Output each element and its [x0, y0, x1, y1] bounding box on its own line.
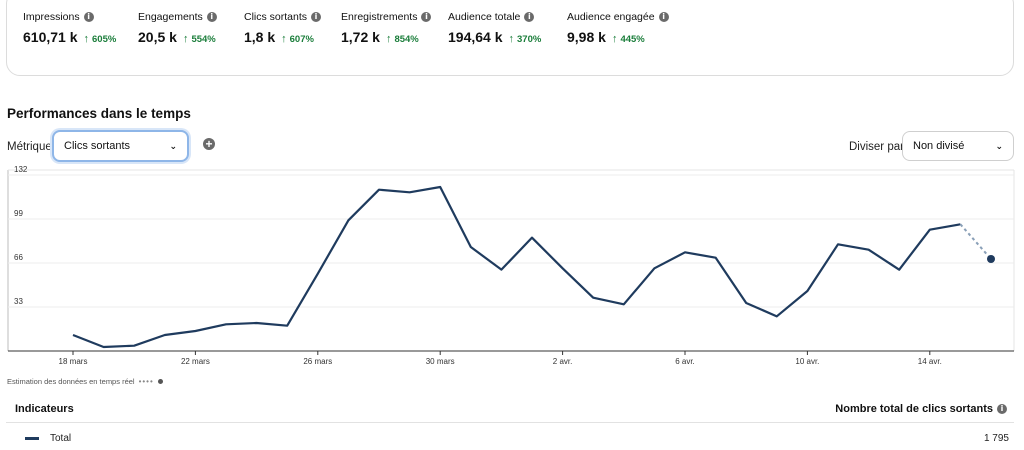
- section-title: Performances dans le temps: [7, 106, 191, 121]
- stat-value: 1,8 k: [244, 29, 276, 45]
- line-chart[interactable]: 33 66 99 132 18 mars 22 mars 26 mars 30 mars 2 a…: [0, 165, 1024, 370]
- stat-value: 20,5 k: [138, 29, 177, 45]
- stat-delta: 605%: [92, 33, 117, 45]
- stat-label: Audience totale: [448, 11, 521, 23]
- info-icon[interactable]: i: [83, 12, 94, 22]
- stat-delta: 854%: [394, 33, 419, 45]
- stat-label: Impressions: [23, 11, 80, 23]
- stat-saves[interactable]: Enregistrements i 1,72 k ↑ 854%: [341, 11, 432, 45]
- stats-card: [6, 0, 1014, 76]
- legend-note-text: Estimation des données en temps réel: [7, 377, 135, 386]
- stat-delta: 554%: [191, 33, 216, 45]
- table-divider: [6, 422, 1014, 423]
- split-select-value: Non divisé: [913, 140, 965, 152]
- y-tick-label: 66: [14, 253, 23, 262]
- y-tick-label: 99: [14, 209, 23, 218]
- estimate-dot-icon: [157, 379, 163, 384]
- stat-delta: 607%: [289, 33, 314, 45]
- x-tick-label: 6 avr.: [675, 357, 695, 366]
- info-icon[interactable]: i: [658, 12, 669, 22]
- metric-select[interactable]: Clics sortants ⌄: [52, 130, 189, 162]
- series-line-total: [72, 185, 961, 349]
- stat-value: 194,64 k: [448, 29, 503, 45]
- x-tick-label: 30 mars: [426, 357, 455, 366]
- info-icon[interactable]: i: [206, 12, 217, 22]
- arrow-up-icon: ↑: [508, 33, 515, 45]
- x-tick-label: 22 mars: [181, 357, 210, 366]
- arrow-up-icon: ↑: [611, 33, 618, 45]
- arrow-up-icon: ↑: [281, 33, 287, 45]
- legend-note: Estimation des données en temps réel •••…: [7, 377, 163, 386]
- arrow-up-icon: ↑: [385, 33, 392, 45]
- stat-engagements[interactable]: Engagements i 20,5 k ↑ 554%: [138, 11, 217, 45]
- table-row-label: Total: [50, 433, 72, 444]
- stat-delta: 370%: [517, 33, 542, 45]
- y-tick-label: 33: [14, 297, 23, 306]
- split-label: Diviser par: [849, 141, 904, 153]
- estimate-point: [987, 255, 995, 263]
- x-tick-label: 18 mars: [59, 357, 88, 366]
- table-header-total-label: Nombre total de clics sortants: [835, 403, 993, 415]
- arrow-up-icon: ↑: [182, 33, 189, 45]
- stat-value: 1,72 k: [341, 29, 380, 45]
- chevron-down-icon: ⌄: [995, 140, 1003, 151]
- table-header-indicators: Indicateurs: [15, 403, 74, 415]
- metric-label: Métrique: [7, 141, 52, 153]
- stat-delta: 445%: [620, 33, 645, 45]
- table-header-total: Nombre total de clics sortants i: [835, 403, 1007, 415]
- metric-select-value: Clics sortants: [64, 140, 131, 152]
- chevron-down-icon: ⌄: [169, 140, 177, 151]
- stat-label: Audience engagée: [567, 11, 655, 23]
- stat-label: Engagements: [138, 11, 203, 23]
- x-tick-label: 26 mars: [303, 357, 332, 366]
- stat-outbound-clicks[interactable]: Clics sortants i 1,8 k ↑ 607%: [244, 11, 322, 45]
- dotted-line-icon: ••••: [138, 377, 154, 386]
- estimate-segment: [959, 223, 992, 260]
- info-icon[interactable]: i: [421, 12, 432, 22]
- split-select[interactable]: Non divisé ⌄: [902, 131, 1014, 161]
- stat-label: Enregistrements: [341, 11, 418, 23]
- info-icon[interactable]: i: [997, 404, 1007, 414]
- x-tick-label: 10 avr.: [795, 357, 819, 366]
- info-icon[interactable]: i: [311, 12, 322, 22]
- stat-engaged-audience[interactable]: Audience engagée i 9,98 k ↑ 445%: [567, 11, 669, 45]
- arrow-up-icon: ↑: [83, 33, 90, 45]
- series-swatch: [25, 437, 39, 440]
- stat-impressions[interactable]: Impressions i 610,71 k ↑ 605%: [23, 11, 116, 45]
- info-icon[interactable]: i: [524, 12, 535, 22]
- stat-value: 610,71 k: [23, 29, 78, 45]
- add-metric-icon[interactable]: +: [203, 138, 215, 150]
- x-tick-label: 2 avr.: [553, 357, 573, 366]
- stat-value: 9,98 k: [567, 29, 606, 45]
- stat-label: Clics sortants: [244, 11, 308, 23]
- y-tick-label: 132: [14, 165, 28, 174]
- stat-total-audience[interactable]: Audience totale i 194,64 k ↑ 370%: [448, 11, 541, 45]
- x-tick-label: 14 avr.: [918, 357, 942, 366]
- table-row-value: 1 795: [983, 433, 1009, 444]
